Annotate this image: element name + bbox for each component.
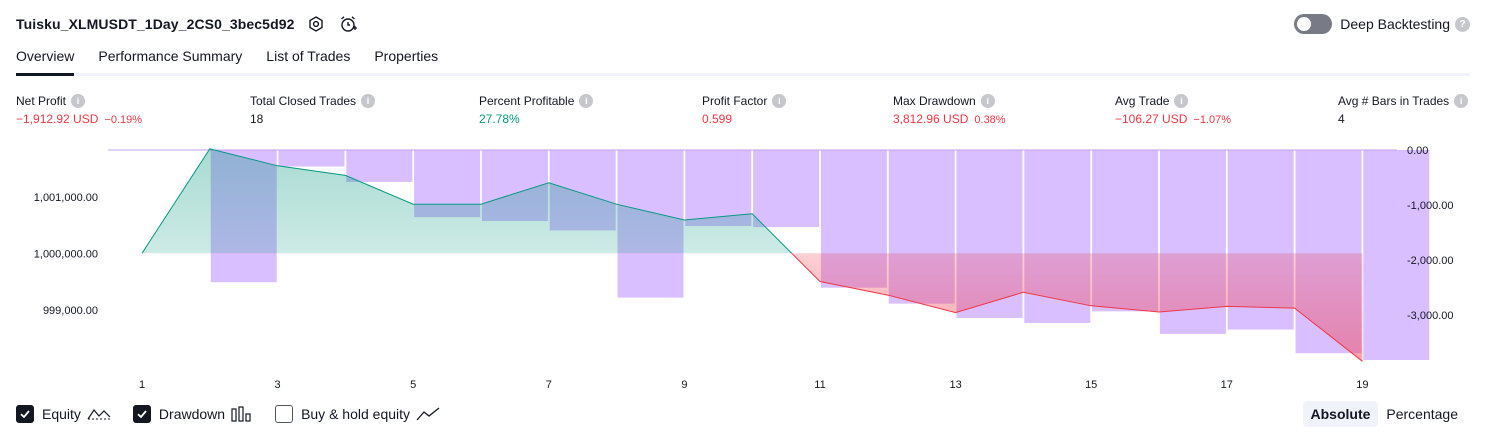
help-icon[interactable]: i <box>71 94 86 108</box>
tab-list-of-trades[interactable]: List of Trades <box>266 48 351 64</box>
tab-bar: Overview Performance Summary List of Tra… <box>16 44 1470 76</box>
legend-label: Drawdown <box>158 406 226 422</box>
x-axis-tick: 1 <box>139 379 145 391</box>
legend-drawdown[interactable]: Drawdown <box>132 405 253 423</box>
metric-percent: −0.19% <box>104 114 143 126</box>
left-axis-tick: 1,001,000.00 <box>34 192 98 204</box>
tab-overview[interactable]: Overview <box>16 44 75 76</box>
drawdown-bar[interactable] <box>346 150 413 182</box>
right-axis-tick: 0.00 <box>1407 145 1428 157</box>
metric-value: 0.599 <box>702 112 733 126</box>
metric-avg-trade: Avg Trade i −106.27 USD −1.07% <box>1115 93 1231 128</box>
legend-label: Equity <box>42 406 81 422</box>
metric-max-drawdown: Max Drawdown i 3,812.96 USD 0.38% <box>893 93 1006 128</box>
metric-value: −1,912.92 USD <box>16 112 99 126</box>
metric-label: Total Closed Trades <box>250 94 357 108</box>
right-axis-tick: -1,000.00 <box>1407 200 1453 212</box>
metric-label: Profit Factor <box>702 94 768 108</box>
metric-value: 18 <box>250 112 264 126</box>
absolute-button[interactable]: Absolute <box>1302 401 1379 427</box>
help-icon[interactable]: i <box>1454 94 1469 108</box>
metric-value: 3,812.96 USD <box>893 112 969 126</box>
settings-icon[interactable] <box>305 13 327 35</box>
equity-line-down <box>142 253 1363 362</box>
equity-chart[interactable]: 1,001,000.00 1,000,000.00 999,000.00 0.00 -1… <box>0 140 1486 398</box>
left-axis-tick: 999,000.00 <box>43 305 98 317</box>
metric-percent: −1.07% <box>1193 114 1232 126</box>
alarm-clock-icon[interactable] <box>337 13 359 35</box>
equity-checkbox[interactable] <box>16 405 34 423</box>
metric-label: Avg Trade <box>1115 94 1170 108</box>
legend-equity[interactable]: Equity <box>16 405 111 423</box>
help-icon[interactable]: i <box>579 94 594 108</box>
legend-buy-hold[interactable]: Buy & hold equity <box>275 405 440 423</box>
help-icon[interactable]: i <box>1174 94 1189 108</box>
deep-backtesting-toggle[interactable] <box>1294 14 1333 34</box>
help-icon[interactable]: i <box>980 94 995 108</box>
metric-label: Avg # Bars in Trades <box>1338 94 1450 108</box>
x-axis-tick: 5 <box>410 379 416 391</box>
metric-net-profit: Net Profit i −1,912.92 USD −0.19% <box>16 93 142 128</box>
drawdown-bar[interactable] <box>685 150 752 227</box>
metric-percent-profitable: Percent Profitable i 27.78% <box>479 93 594 128</box>
metric-label: Percent Profitable <box>479 94 575 108</box>
toggle-knob <box>1297 17 1312 31</box>
chart-legend: Equity Drawdown Buy & hold equity <box>16 403 462 425</box>
equity-area-down <box>791 253 1363 362</box>
buy-hold-line-icon <box>416 406 440 422</box>
metric-label: Net Profit <box>16 94 67 108</box>
tab-performance-summary[interactable]: Performance Summary <box>98 48 243 64</box>
help-icon[interactable]: i <box>361 94 376 108</box>
help-icon[interactable]: i <box>772 94 787 108</box>
metric-avg-bars-in-trades: Avg # Bars in Trades i 4 <box>1338 93 1469 128</box>
tab-properties[interactable]: Properties <box>374 48 439 64</box>
equity-area-up <box>142 148 1363 254</box>
right-axis-tick: -3,000.00 <box>1407 310 1453 322</box>
x-axis-tick: 9 <box>681 379 687 391</box>
right-axis-tick: -2,000.00 <box>1407 255 1453 267</box>
left-axis-tick: 1,000,000.00 <box>34 248 98 260</box>
legend-label: Buy & hold equity <box>301 406 411 422</box>
metric-value: −106.27 USD <box>1115 112 1188 126</box>
x-axis-tick: 7 <box>546 379 552 391</box>
value-mode-switch: Absolute Percentage <box>1302 401 1467 427</box>
strategy-header: Tuisku_XLMUSDT_1Day_2CS0_3bec5d92 <box>16 12 359 36</box>
equity-wave-icon <box>87 407 111 421</box>
drawdown-bar[interactable] <box>753 150 820 228</box>
buy-hold-checkbox[interactable] <box>275 405 294 423</box>
x-axis-tick: 3 <box>275 379 281 391</box>
metric-value: 27.78% <box>479 112 520 126</box>
deep-backtesting-label: Deep Backtesting <box>1340 16 1450 32</box>
x-axis-tick: 15 <box>1085 379 1097 391</box>
drawdown-bar[interactable] <box>1363 150 1430 361</box>
drawdown-checkbox[interactable] <box>132 405 151 423</box>
x-axis-tick: 17 <box>1221 379 1233 391</box>
help-icon[interactable]: ? <box>1455 16 1470 32</box>
percentage-button[interactable]: Percentage <box>1386 406 1458 422</box>
metric-label: Max Drawdown <box>893 94 976 108</box>
x-axis-tick: 19 <box>1356 379 1368 391</box>
strategy-title: Tuisku_XLMUSDT_1Day_2CS0_3bec5d92 <box>16 16 295 32</box>
metric-total-closed-trades: Total Closed Trades i 18 <box>250 93 376 128</box>
x-axis-tick: 11 <box>814 379 825 391</box>
drawdown-bars-icon <box>231 406 253 422</box>
x-axis-tick: 13 <box>949 379 961 391</box>
deep-backtesting: Deep Backtesting ? <box>1294 12 1470 36</box>
equity-line-up <box>141 148 793 254</box>
metric-percent: 0.38% <box>974 114 1006 126</box>
metric-profit-factor: Profit Factor i 0.599 <box>702 93 787 128</box>
metric-value: 4 <box>1338 112 1345 126</box>
drawdown-bar[interactable] <box>278 150 345 167</box>
